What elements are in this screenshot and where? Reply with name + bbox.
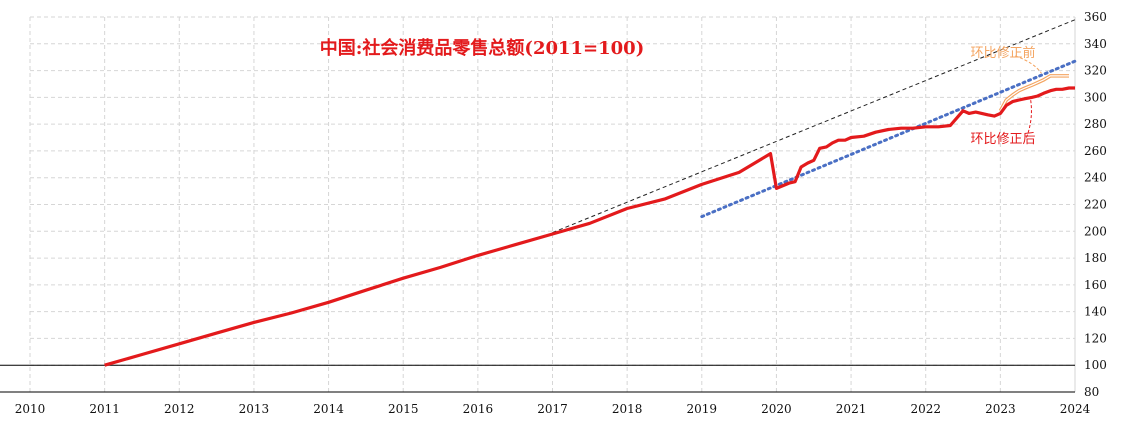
y-tick-label: 260 bbox=[1084, 144, 1107, 158]
grid bbox=[0, 16, 1076, 393]
x-tick-label: 2013 bbox=[239, 402, 270, 416]
annotation-label: 环比修正后 bbox=[971, 132, 1036, 147]
y-tick-label: 140 bbox=[1084, 305, 1107, 319]
x-tick-label: 2022 bbox=[910, 402, 941, 416]
y-tick-label: 180 bbox=[1084, 251, 1107, 265]
trend-line-pre bbox=[552, 19, 1076, 234]
y-tick-label: 300 bbox=[1084, 90, 1107, 104]
series-main bbox=[104, 86, 1075, 367]
y-tick-label: 240 bbox=[1084, 171, 1107, 185]
chart-title: 中国:社会消费品零售总额(2011=100) bbox=[320, 37, 644, 59]
y-tick-label: 120 bbox=[1084, 331, 1107, 345]
x-tick-label: 2014 bbox=[313, 402, 344, 416]
x-tick-label: 2020 bbox=[761, 402, 792, 416]
x-tick-label: 2019 bbox=[687, 402, 718, 416]
annotation-leader-pre bbox=[1015, 55, 1042, 74]
y-tick-label: 360 bbox=[1084, 10, 1107, 24]
x-tick-label: 2018 bbox=[612, 402, 643, 416]
y-axis-ticks: 80 100 120 140 160 180 200 220 240 260 280 300 320 34… bbox=[1084, 10, 1107, 399]
y-tick-label: 340 bbox=[1084, 37, 1107, 51]
x-axis-ticks: 2010 2011 2012 2013 2014 2015 2016 2017 2018 2019… bbox=[15, 402, 1091, 416]
x-tick-label: 2015 bbox=[388, 402, 419, 416]
x-tick-label: 2024 bbox=[1060, 402, 1091, 416]
y-tick-label: 320 bbox=[1084, 64, 1107, 78]
y-tick-label: 220 bbox=[1084, 198, 1107, 212]
series-pre-revision-inner bbox=[999, 75, 1069, 112]
x-tick-label: 2011 bbox=[89, 402, 120, 416]
y-tick-label: 100 bbox=[1084, 358, 1107, 372]
x-tick-label: 2016 bbox=[463, 402, 494, 416]
trend-line-post bbox=[700, 59, 1077, 219]
series-pre-revision bbox=[998, 74, 1069, 112]
x-tick-label: 2010 bbox=[15, 402, 46, 416]
y-tick-label: 200 bbox=[1084, 224, 1107, 238]
y-tick-label: 280 bbox=[1084, 117, 1107, 131]
y-tick-label: 160 bbox=[1084, 278, 1107, 292]
trend-lines bbox=[552, 19, 1077, 234]
x-tick-label: 2021 bbox=[836, 402, 867, 416]
annotation-leader-post bbox=[1026, 97, 1032, 138]
data-series bbox=[104, 74, 1075, 367]
x-tick-label: 2017 bbox=[537, 402, 568, 416]
annotation-label: 环比修正前 bbox=[971, 45, 1036, 61]
y-tick-label: 80 bbox=[1084, 385, 1099, 399]
x-tick-label: 2012 bbox=[164, 402, 195, 416]
x-tick-label: 2023 bbox=[985, 402, 1016, 416]
